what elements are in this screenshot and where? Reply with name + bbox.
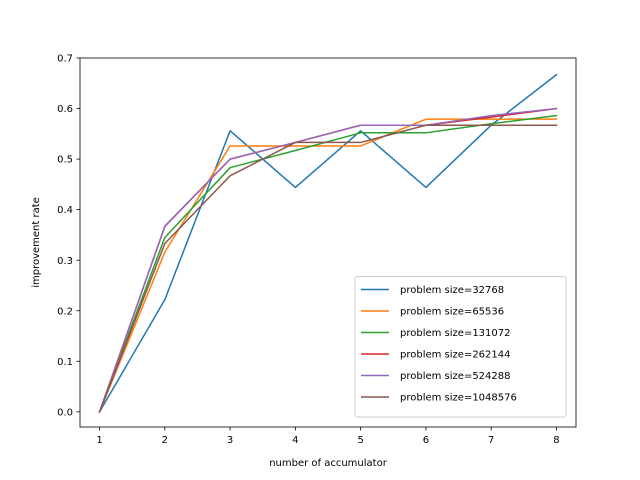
- y-tick-label: 0.0: [57, 407, 73, 418]
- y-tick-label: 0.3: [57, 256, 73, 267]
- x-tick-label: 2: [162, 435, 168, 446]
- legend-entry: problem size=524288: [400, 371, 511, 382]
- plot-frame: [79, 57, 577, 428]
- x-tick-label: 5: [357, 435, 363, 446]
- y-tick-label: 0.7: [57, 54, 73, 65]
- series-line-1: [98, 73, 558, 413]
- legend-entry: problem size=131072: [400, 328, 511, 339]
- legend-entry: problem size=1048576: [400, 393, 517, 404]
- y-tick-label: 0.6: [57, 104, 73, 115]
- y-tick-label: 0.1: [57, 357, 73, 368]
- x-tick-label: 1: [96, 435, 102, 446]
- legend-entry: problem size=262144: [400, 350, 511, 361]
- legend-entry: problem size=32768: [400, 285, 504, 296]
- x-tick-label: 3: [227, 435, 233, 446]
- x-tick-label: 8: [553, 435, 559, 446]
- y-tick-label: 0.4: [57, 205, 73, 216]
- x-tick-label: 7: [488, 435, 494, 446]
- x-tick-label: 4: [292, 435, 298, 446]
- legend-box: [354, 276, 567, 418]
- x-axis-label: number of accumulator: [269, 458, 388, 469]
- x-axis-ticks: 1 2 3 4 5 6 7 8: [96, 427, 560, 446]
- legend: problem size=32768 problem size=65536 prob…: [354, 276, 567, 418]
- y-axis-ticks: 0.0 0.1 0.2 0.3 0.4 0.5 0.6 0.7: [57, 54, 80, 418]
- series-line-6: [98, 124, 558, 413]
- y-tick-label: 0.2: [57, 306, 73, 317]
- x-tick-label: 6: [423, 435, 429, 446]
- series-line-5: [98, 107, 558, 413]
- y-axis-label: improvement rate: [31, 197, 42, 288]
- plot-lines: [98, 73, 558, 413]
- legend-entry: problem size=65536: [400, 307, 504, 318]
- y-tick-label: 0.5: [57, 155, 73, 166]
